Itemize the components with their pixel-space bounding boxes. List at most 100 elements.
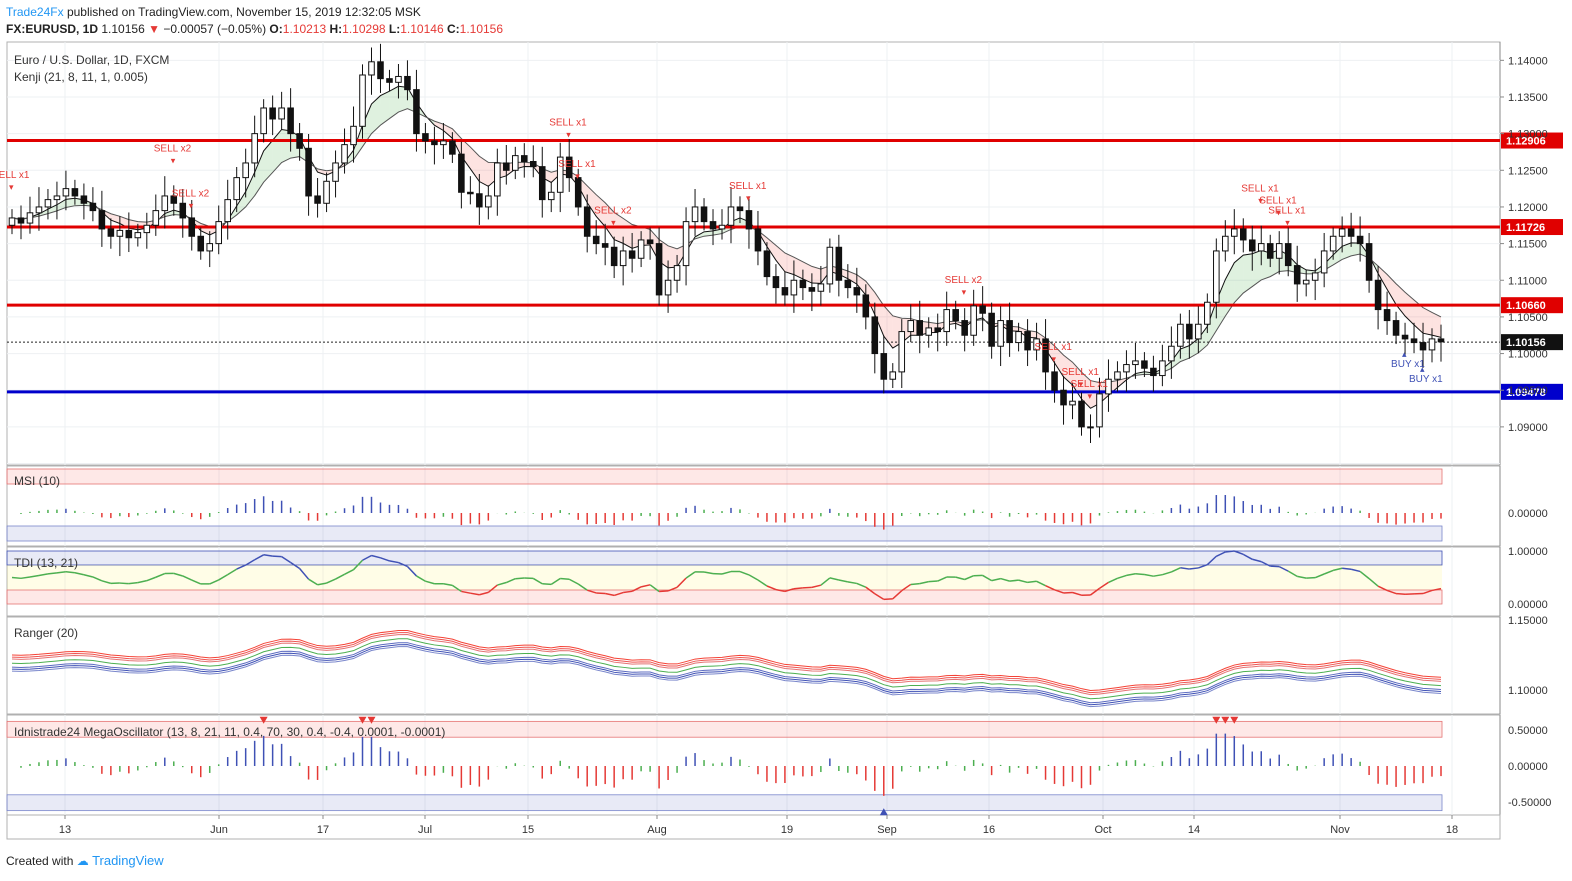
sell-signal-label: SELL x1 [1268,206,1306,217]
mega-upper-zone [6,720,1443,738]
tdi-y-tick-label: 1.00000 [1508,546,1548,558]
kenji-band-fill [1189,338,1199,359]
y-tick-label: 1.10000 [1508,349,1548,361]
y-tick-label: 1.13500 [1508,92,1548,104]
tdi-line-segment [515,577,525,580]
candle-body [718,224,726,230]
tdi-line-segment [793,587,803,590]
tdi-line-segment [1153,573,1163,577]
candle-body [71,188,79,197]
tdi-line-segment [236,564,246,570]
tdi-line-segment [65,570,76,574]
tradingview-link[interactable]: TradingView [92,853,164,868]
candle-body [808,287,816,292]
candle-body [98,210,106,230]
tdi-line-segment [901,583,912,592]
tdi-line-segment [784,588,795,593]
mega-sell-triangle-icon [367,716,376,724]
candle-body [1123,364,1130,373]
kenji-band-fill [1432,312,1441,338]
sell-signal-label: SELL x1 [0,170,30,181]
tdi-line-segment [173,572,183,577]
tdi-line-segment [1018,579,1028,584]
tdi-line-segment [1386,589,1397,595]
tdi-line-segment [982,574,993,582]
kenji-band-fill [353,125,363,160]
candle-body [889,371,897,380]
candle-body [485,195,492,208]
candle-body [1293,265,1301,285]
candle-body [215,221,222,245]
candle-body [1419,342,1427,351]
close-label: C: [446,22,460,36]
tdi-line-segment [596,592,606,595]
sell-signal-label: SELL x1 [1035,342,1073,353]
mega-panel-title: Idnistrade24 MegaOscillator (13, 8, 21, … [14,725,445,739]
tdi-line-segment [605,592,615,597]
tdi-line-segment [910,582,920,586]
author-link[interactable]: Trade24Fx [6,5,64,19]
kenji-band-fill [784,252,794,275]
candle-body [943,309,950,333]
tdi-line-segment [532,577,543,585]
tdi-line-segment [721,570,732,575]
candle-body [395,75,402,83]
main-price-panel[interactable]: SELL x1▾SELL x2▾SELL x2▾SELL x1▾SELL x1▾… [0,42,1500,815]
tdi-line-segment [1396,592,1406,595]
candle-body [817,283,825,292]
level-price-label: 1.12906 [1506,136,1546,148]
tdi-line-segment [676,577,687,588]
candle-body [799,279,807,289]
tdi-line-segment [487,584,498,593]
open-label: O: [269,22,283,36]
y-tick-label: 1.13000 [1508,129,1548,141]
candle-body [152,210,160,226]
candle-body [305,147,312,197]
publish-text: published on TradingView.com, November 1… [66,5,421,19]
tdi-line-segment [1198,564,1208,569]
sell-signal-label: SELL x1 [1062,367,1100,378]
candle-body [979,305,986,314]
kenji-band-fill [452,128,462,157]
tdi-line-segment [1287,570,1298,578]
tdi-line-segment [955,576,965,581]
tdi-line-segment [398,561,408,568]
level-price-label-bg [1501,297,1563,314]
candle-body [835,246,843,281]
candle-body [826,246,834,285]
candle-body [763,250,771,278]
tdi-line-segment [640,584,651,588]
tdi-line-segment [227,568,238,576]
tdi-y-tick-label: 0.00000 [1508,599,1548,611]
candle-body [458,153,465,193]
ranger-band-line [11,644,1442,706]
y-tick-label: 1.09000 [1508,422,1548,434]
kenji-band-fill [1414,299,1424,334]
tdi-line-segment [1036,580,1046,587]
sell-signal-label: SELL x2 [154,143,192,154]
tdi-line-segment [659,590,669,593]
tdi-line-segment [991,577,1001,582]
sell-signal-label: SELL x2 [172,188,210,199]
tdi-line-segment [335,573,345,580]
tdi-line-segment [389,560,399,564]
tdi-line-segment [38,573,49,577]
candle-body [745,210,753,230]
kenji-band-fill [1396,283,1406,317]
tdi-line-segment [928,580,938,583]
candle-body [853,287,861,296]
candle-body [251,133,258,164]
tdi-line-segment [380,557,390,562]
created-with-text: Created with [6,854,74,868]
tdi-line-segment [1278,565,1289,572]
candle-body [520,155,528,162]
x-tick-label: Aug [647,824,667,836]
kenji-band-fill [1423,307,1433,336]
sell-signal-arrow-icon: ▾ [611,218,616,228]
mega-sell-triangle-icon [1221,716,1230,724]
candle-body [1105,378,1112,395]
tdi-panel-title: TDI (13, 21) [14,556,78,570]
candle-body [1042,338,1049,373]
sell-signal-arrow-icon: ▾ [1052,354,1057,364]
